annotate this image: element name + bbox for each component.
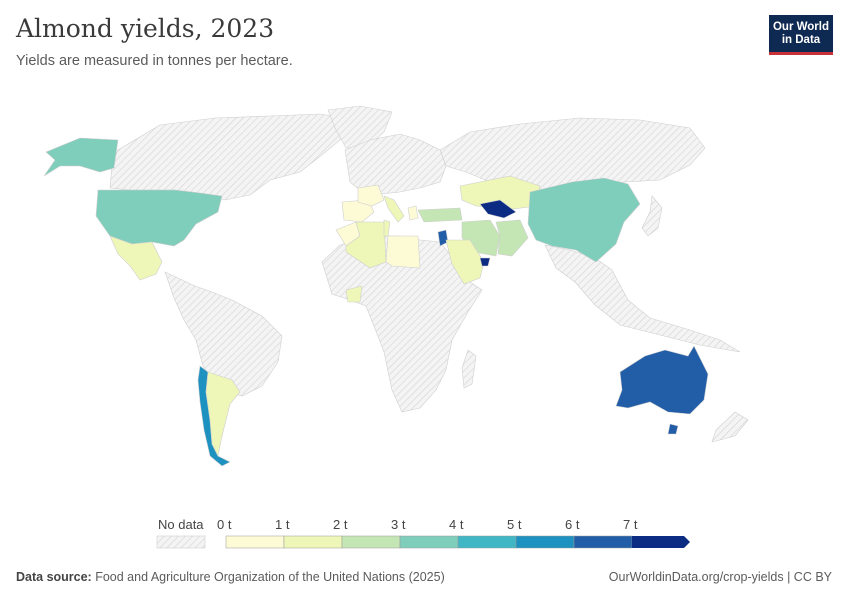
country-france[interactable] xyxy=(357,184,385,207)
legend-swatch xyxy=(283,535,343,549)
legend-bins: 0 t 1 t 2 t 3 t 4 t 5 t 6 t 7 t xyxy=(217,517,690,549)
country-argentina[interactable] xyxy=(205,371,241,457)
chart-title: Almond yields, 2023 xyxy=(16,14,275,43)
legend-tick-label: 2 t xyxy=(333,517,348,532)
region-south-east-asia[interactable] xyxy=(544,244,741,353)
country-china[interactable] xyxy=(527,177,641,263)
country-uae[interactable] xyxy=(479,257,491,267)
legend-tick-label: 6 t xyxy=(565,517,580,532)
region-japan[interactable] xyxy=(641,195,663,237)
country-turkey[interactable] xyxy=(417,207,463,223)
country-mexico[interactable] xyxy=(109,235,163,281)
region-new-zealand[interactable] xyxy=(711,411,749,443)
chart-subtitle: Yields are measured in tonnes per hectar… xyxy=(16,53,293,69)
legend-no-data-swatch xyxy=(156,535,206,549)
legend-tick-label: 5 t xyxy=(507,517,522,532)
region-russia[interactable] xyxy=(439,117,706,193)
logo-line-1: Our World xyxy=(772,20,829,33)
country-alaska[interactable] xyxy=(43,137,119,177)
data-source-text: Food and Agriculture Organization of the… xyxy=(95,570,445,584)
legend-tick-label: 0 t xyxy=(217,517,232,532)
logo-line-2: in Data xyxy=(781,33,821,46)
legend-swatch xyxy=(515,535,575,549)
legend-tick-label: 3 t xyxy=(391,517,406,532)
country-tasmania[interactable] xyxy=(667,423,679,435)
legend-swatch xyxy=(341,535,401,549)
legend-tick-label: 7 t xyxy=(623,517,638,532)
country-australia[interactable] xyxy=(615,345,709,415)
owid-logo[interactable]: Our World in Data xyxy=(769,15,833,55)
country-afghanistan-pakistan[interactable] xyxy=(495,219,529,257)
country-saudi-arabia[interactable] xyxy=(445,239,485,285)
world-map[interactable] xyxy=(0,100,850,500)
legend-swatch xyxy=(399,535,459,549)
legend-tick-label: 1 t xyxy=(275,517,290,532)
data-source-label: Data source: xyxy=(16,570,92,584)
data-source: Data source: Food and Agriculture Organi… xyxy=(16,570,445,584)
country-kazakhstan[interactable] xyxy=(459,175,541,211)
country-greece[interactable] xyxy=(407,205,419,221)
country-ethiopia-area[interactable] xyxy=(345,285,363,303)
region-canada[interactable] xyxy=(109,113,346,201)
country-uzbekistan[interactable] xyxy=(479,199,517,219)
region-madagascar[interactable] xyxy=(461,349,477,389)
country-tunisia[interactable] xyxy=(383,219,391,237)
legend-tick-label: 4 t xyxy=(449,517,464,532)
legend-swatch xyxy=(225,535,285,549)
legend-no-data-label: No data xyxy=(158,517,204,532)
attribution-link[interactable]: OurWorldinData.org/crop-yields | CC BY xyxy=(608,570,832,584)
region-central-south-america[interactable] xyxy=(164,271,283,397)
legend-swatch xyxy=(457,535,517,549)
country-italy[interactable] xyxy=(383,195,405,223)
legend-swatch-arrow xyxy=(632,536,690,548)
legend-swatch xyxy=(573,535,633,549)
country-israel-jordan[interactable] xyxy=(437,229,449,247)
country-libya[interactable] xyxy=(385,235,421,269)
